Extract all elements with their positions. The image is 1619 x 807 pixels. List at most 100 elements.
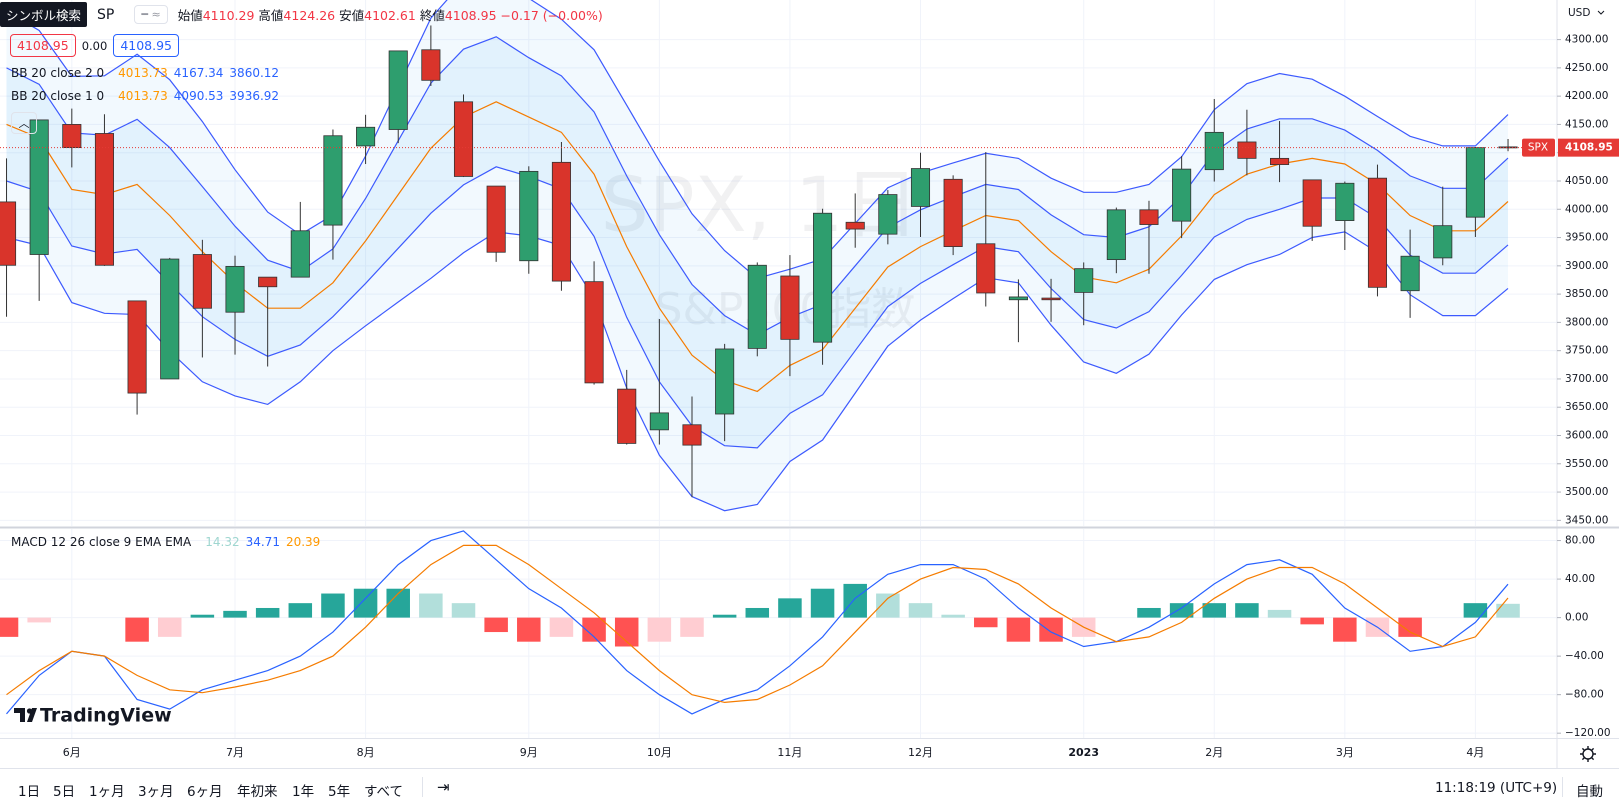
compare-chip[interactable]: ━ ≈	[134, 5, 168, 24]
histogram-bar	[843, 583, 867, 618]
legend-name: MACD 12 26 close 9 EMA EMA	[11, 535, 192, 549]
ohlc: 始値4110.29 高値4124.26 安値4102.61 終値4108.95 …	[178, 5, 603, 24]
range-button[interactable]: 1ヶ月	[89, 784, 125, 800]
range-button[interactable]: 年初来	[237, 784, 278, 800]
legend-value: 14.32	[205, 535, 240, 549]
histogram-bar	[353, 588, 378, 618]
candle-body	[1139, 209, 1159, 225]
symbol-search-tooltip[interactable]: シンボル検索	[0, 2, 88, 27]
y-tick-label: 3650.00	[1565, 401, 1608, 413]
range-button[interactable]: 5年	[328, 784, 351, 800]
y-tick-label: 3850.00	[1565, 288, 1608, 300]
candle-body	[421, 49, 441, 81]
bb2-legend: BB 20 close 2 0 4013.73 4167.34 3860.12	[11, 66, 279, 80]
buy-price[interactable]: 4108.95	[113, 34, 180, 57]
axes: USD TradingView 3450.00 3500.00 3550.00 360…	[0, 0, 1619, 768]
candle-body	[192, 254, 212, 309]
x-tick-label: 4月	[1466, 746, 1484, 759]
x-tick-label: 10月	[647, 746, 672, 759]
histogram-bar	[1267, 609, 1292, 618]
histogram-bar	[1463, 603, 1488, 618]
y-tick-label: 3550.00	[1565, 458, 1608, 470]
range-button[interactable]: 6ヶ月	[187, 784, 223, 800]
legend-value: 4090.53	[173, 89, 224, 103]
macd-panel	[0, 530, 1520, 715]
candle-body	[160, 258, 180, 380]
range-button[interactable]: すべて	[364, 784, 404, 800]
histogram-bar	[451, 603, 476, 618]
symbol[interactable]: SP	[97, 6, 115, 23]
range-button[interactable]: 1年	[292, 784, 315, 800]
histogram-bar	[386, 588, 410, 618]
x-tick-label: 12月	[908, 746, 933, 759]
ohlc-label: 高値	[258, 8, 284, 23]
bb1-legend: BB 20 close 1 0 4013.73 4090.53 3936.92	[11, 89, 279, 103]
spread: 0.00	[81, 38, 108, 53]
candle-body	[323, 135, 343, 226]
candle-body	[1237, 141, 1257, 159]
last-price-symbol: SPX	[1528, 142, 1548, 154]
ohlc-change: −0.17 (−0.00%)	[500, 8, 603, 23]
y-tick-label: −80.00	[1565, 689, 1604, 701]
last-price-symbol-box	[1522, 138, 1555, 157]
candle-body	[94, 133, 114, 266]
band-line	[6, 166, 1509, 449]
x-tick-label: 2023	[1068, 746, 1099, 759]
candle-body	[780, 275, 800, 340]
candle-body	[486, 185, 506, 253]
candle-body	[1008, 296, 1028, 301]
range-button[interactable]: 5日	[53, 784, 76, 800]
x-tick-label: 8月	[357, 746, 375, 759]
symbol-row: シンボル検索 SP ━ ≈ 始値4110.29 高値4124.26 安値4102…	[0, 2, 603, 27]
histogram-bar	[1398, 617, 1422, 637]
y-tick-label: 3900.00	[1565, 260, 1608, 272]
histogram-bar	[810, 588, 835, 618]
histogram-bar	[1496, 603, 1520, 618]
candle-body	[1335, 182, 1355, 221]
candle-body	[29, 119, 49, 255]
candle-body	[62, 124, 82, 149]
candle-body	[682, 424, 702, 446]
candle-body	[878, 194, 898, 235]
auto-scale[interactable]: 自動	[1576, 784, 1603, 800]
candle-body	[1074, 268, 1094, 293]
histogram-bar	[419, 593, 443, 618]
candle-body	[551, 161, 571, 282]
price-inputs: 4108.95 0.00 4108.95	[10, 34, 180, 57]
gear-teeth	[1580, 746, 1596, 762]
macd-line	[6, 544, 1509, 704]
clock[interactable]: 11:18:19 (UTC+9)	[1435, 780, 1558, 796]
legend-name: BB 20 close 1 0	[11, 89, 105, 103]
y-tick-label: 4250.00	[1565, 62, 1608, 74]
date-range-icon[interactable]: ⇥	[437, 778, 450, 796]
histogram-bar	[125, 617, 149, 642]
candle-body	[976, 243, 996, 294]
macd-legend: MACD 12 26 close 9 EMA EMA 14.32 34.71 2…	[11, 535, 320, 549]
range-button[interactable]: 1日	[18, 784, 41, 800]
candle-body	[845, 221, 865, 230]
histogram-bar	[484, 617, 508, 633]
candle-body	[290, 230, 310, 278]
candle-body	[943, 178, 963, 247]
currency[interactable]: USD	[1568, 7, 1590, 19]
candle-body	[1498, 146, 1518, 149]
x-tick-label: 9月	[520, 746, 538, 759]
collapse-button[interactable]: ︿	[11, 112, 37, 134]
y-tick-label: 3950.00	[1565, 232, 1608, 244]
y-tick-label: 80.00	[1565, 535, 1595, 547]
y-tick-label: 4050.00	[1565, 175, 1608, 187]
brand-icon	[14, 708, 37, 722]
sell-price[interactable]: 4108.95	[10, 34, 76, 57]
settings-icon[interactable]	[1580, 746, 1596, 762]
last-price-label: 4108.95	[1565, 142, 1613, 154]
y-tick-label: 4200.00	[1565, 90, 1608, 102]
candle-body	[1270, 157, 1290, 165]
histogram-bar	[255, 607, 280, 618]
candle-body	[225, 265, 245, 313]
candle-body	[1106, 209, 1126, 261]
ohlc-label: 始値	[177, 8, 203, 23]
range-button[interactable]: 3ヶ月	[138, 784, 174, 800]
